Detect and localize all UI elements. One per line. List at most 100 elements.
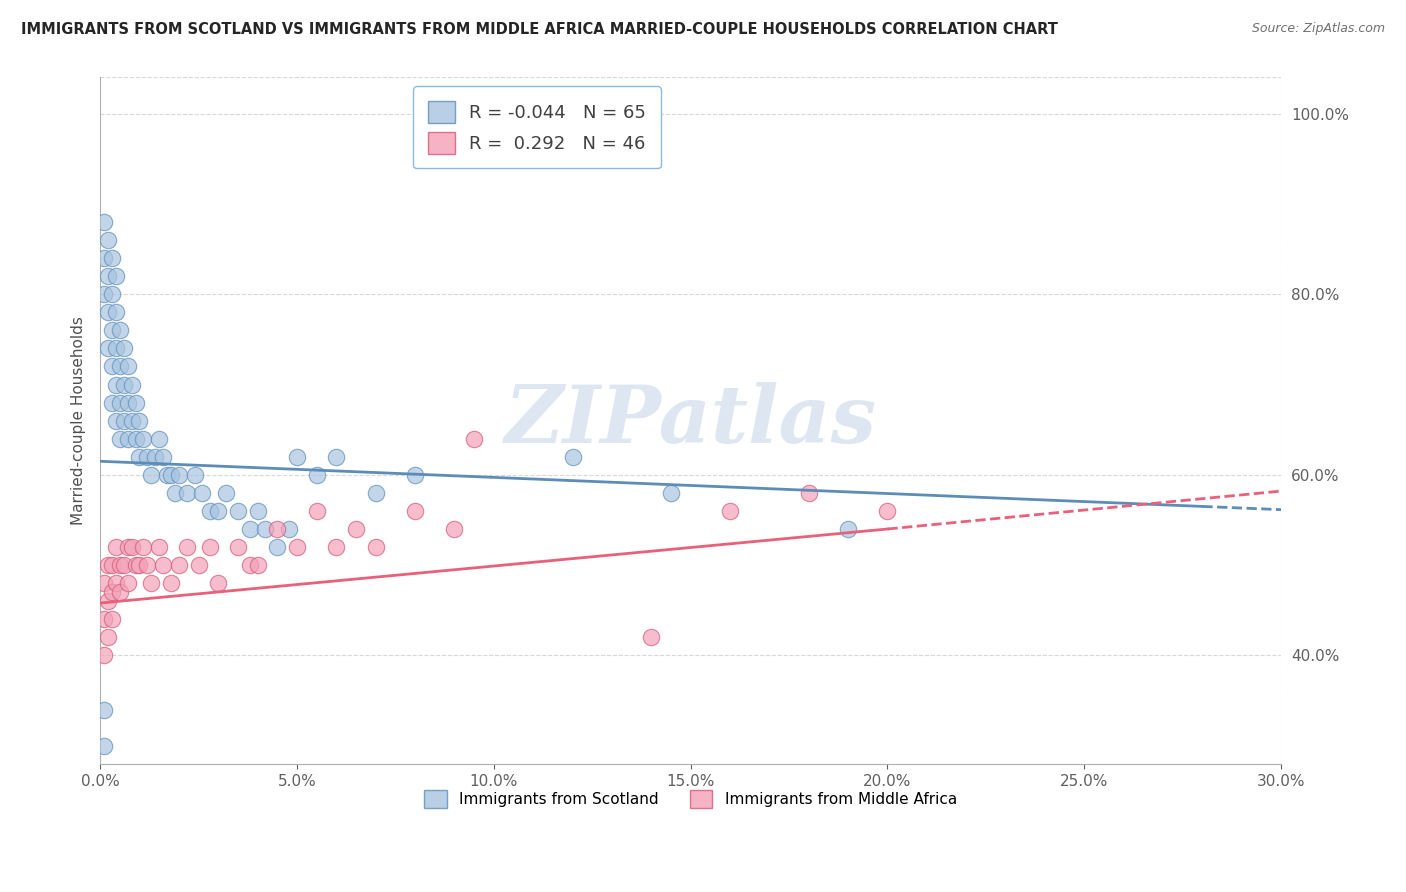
Point — [364, 486, 387, 500]
Point — [167, 467, 190, 482]
Point — [117, 540, 139, 554]
Point — [101, 251, 124, 265]
Point — [167, 558, 190, 573]
Point — [659, 486, 682, 500]
Point — [285, 450, 308, 464]
Point — [246, 558, 269, 573]
Point — [108, 558, 131, 573]
Point — [97, 594, 120, 608]
Point — [226, 504, 249, 518]
Point — [176, 540, 198, 554]
Point — [136, 558, 159, 573]
Point — [97, 269, 120, 284]
Point — [104, 540, 127, 554]
Point — [266, 522, 288, 536]
Point — [132, 540, 155, 554]
Point — [443, 522, 465, 536]
Point — [97, 631, 120, 645]
Point — [156, 467, 179, 482]
Point — [104, 269, 127, 284]
Point — [404, 504, 426, 518]
Point — [160, 576, 183, 591]
Point — [141, 467, 163, 482]
Point — [112, 414, 135, 428]
Point — [93, 576, 115, 591]
Point — [163, 486, 186, 500]
Point — [266, 540, 288, 554]
Point — [124, 558, 146, 573]
Point — [108, 585, 131, 599]
Point — [104, 377, 127, 392]
Point — [136, 450, 159, 464]
Point — [404, 467, 426, 482]
Point — [463, 432, 485, 446]
Point — [128, 558, 150, 573]
Point — [117, 359, 139, 374]
Point — [148, 540, 170, 554]
Point — [191, 486, 214, 500]
Point — [239, 558, 262, 573]
Point — [278, 522, 301, 536]
Point — [305, 467, 328, 482]
Point — [246, 504, 269, 518]
Point — [132, 432, 155, 446]
Point — [101, 323, 124, 337]
Point — [200, 540, 222, 554]
Point — [152, 450, 174, 464]
Point — [285, 540, 308, 554]
Point — [93, 612, 115, 626]
Point — [325, 450, 347, 464]
Point — [101, 287, 124, 301]
Point — [97, 342, 120, 356]
Point — [187, 558, 209, 573]
Point — [797, 486, 820, 500]
Point — [104, 414, 127, 428]
Point — [117, 576, 139, 591]
Point — [101, 558, 124, 573]
Point — [215, 486, 238, 500]
Point — [117, 432, 139, 446]
Point — [718, 504, 741, 518]
Point — [108, 359, 131, 374]
Point — [112, 377, 135, 392]
Point — [148, 432, 170, 446]
Point — [128, 414, 150, 428]
Point — [101, 395, 124, 409]
Point — [101, 612, 124, 626]
Point — [207, 504, 229, 518]
Point — [104, 342, 127, 356]
Point — [121, 414, 143, 428]
Point — [108, 432, 131, 446]
Point — [876, 504, 898, 518]
Legend: Immigrants from Scotland, Immigrants from Middle Africa: Immigrants from Scotland, Immigrants fro… — [418, 784, 963, 814]
Point — [183, 467, 205, 482]
Point — [112, 342, 135, 356]
Point — [97, 233, 120, 247]
Point — [117, 395, 139, 409]
Point — [837, 522, 859, 536]
Point — [226, 540, 249, 554]
Point — [561, 450, 583, 464]
Point — [97, 558, 120, 573]
Point — [93, 251, 115, 265]
Point — [143, 450, 166, 464]
Point — [93, 215, 115, 229]
Point — [104, 305, 127, 319]
Point — [364, 540, 387, 554]
Point — [176, 486, 198, 500]
Point — [104, 576, 127, 591]
Text: IMMIGRANTS FROM SCOTLAND VS IMMIGRANTS FROM MIDDLE AFRICA MARRIED-COUPLE HOUSEHO: IMMIGRANTS FROM SCOTLAND VS IMMIGRANTS F… — [21, 22, 1057, 37]
Point — [254, 522, 277, 536]
Point — [124, 432, 146, 446]
Point — [239, 522, 262, 536]
Point — [93, 287, 115, 301]
Point — [344, 522, 367, 536]
Point — [121, 377, 143, 392]
Point — [152, 558, 174, 573]
Point — [101, 585, 124, 599]
Point — [305, 504, 328, 518]
Point — [128, 450, 150, 464]
Point — [93, 648, 115, 663]
Point — [108, 395, 131, 409]
Point — [207, 576, 229, 591]
